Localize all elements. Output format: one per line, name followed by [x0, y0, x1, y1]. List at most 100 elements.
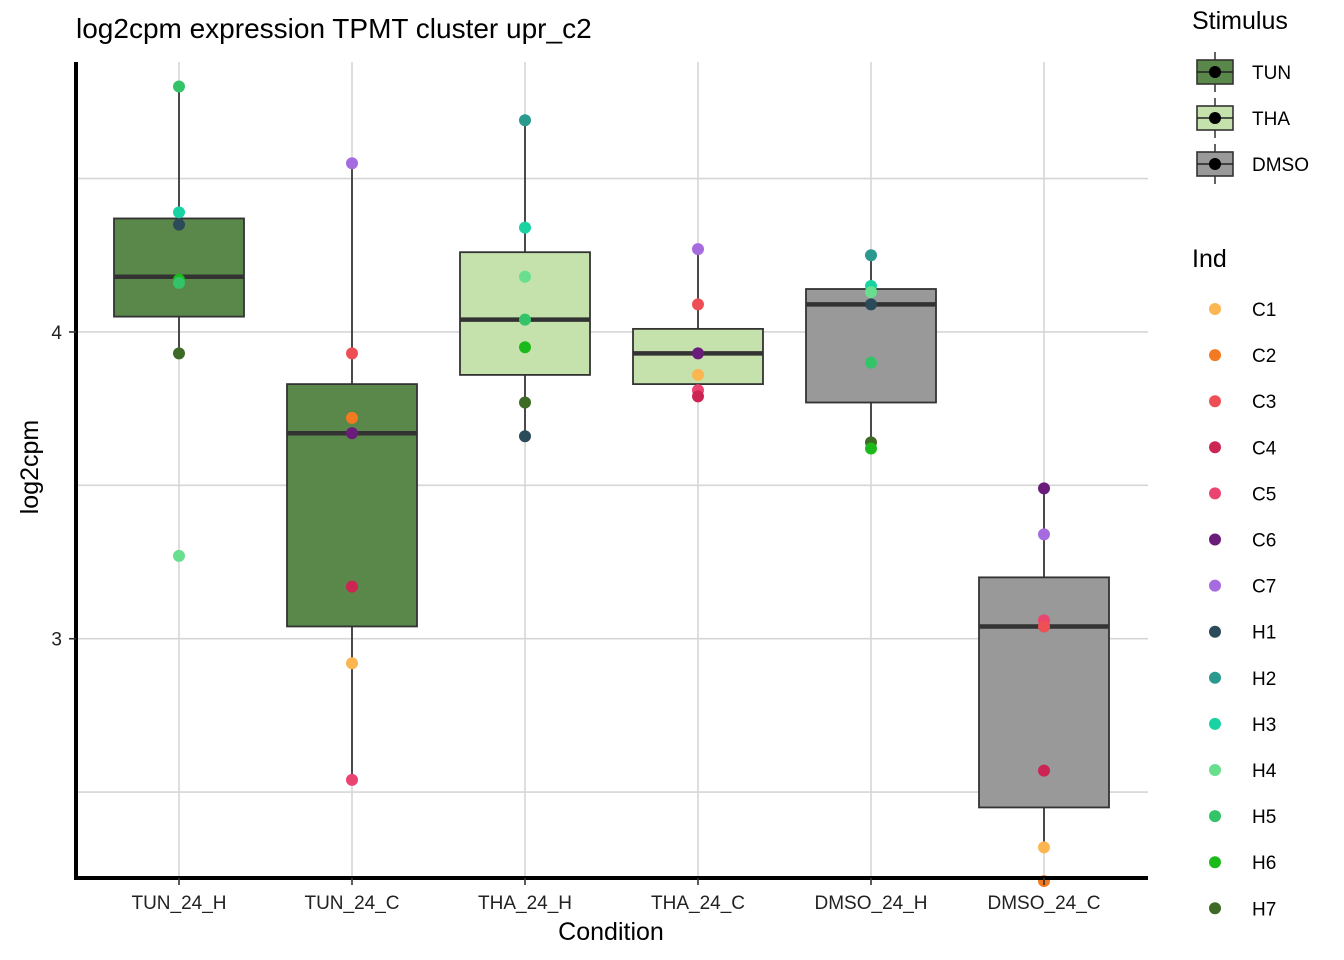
legend-ind-dot: [1209, 303, 1221, 315]
legend-stimulus-title: Stimulus: [1192, 7, 1288, 35]
point-h3: [173, 206, 185, 219]
legend-stimulus-item: DMSO: [1196, 144, 1309, 184]
legend-ind-dot: [1209, 810, 1221, 823]
legend-ind-item: C4: [1209, 438, 1277, 459]
point-h1: [865, 298, 877, 311]
points-layer: [173, 80, 1050, 888]
point-c5: [346, 773, 358, 786]
legend-ind-dot: [1209, 395, 1221, 408]
point-h4: [173, 549, 185, 562]
box-body: [113, 217, 245, 318]
legend-ind-label: H6: [1252, 853, 1276, 874]
legend-ind-item: H5: [1209, 807, 1276, 828]
legend-ind-dot: [1209, 533, 1221, 546]
legend-ind-label: C5: [1252, 484, 1276, 505]
point-c6: [346, 427, 358, 440]
x-tick-label: DMSO_24_H: [815, 893, 928, 914]
point-c1: [346, 657, 358, 670]
legend-ind-item: H7: [1209, 899, 1276, 920]
legend-ind-item: C1: [1209, 300, 1276, 321]
x-tick-label: DMSO_24_C: [988, 893, 1101, 914]
legend-ind-dot: [1209, 349, 1221, 362]
legend-ind-label: C2: [1252, 346, 1276, 367]
point-h4: [865, 286, 877, 299]
chart-title: log2cpm expression TPMT cluster upr_c2: [76, 13, 592, 44]
point-h6: [519, 341, 531, 354]
legend-ind-dot: [1209, 625, 1221, 638]
y-ticks: 34: [51, 323, 76, 651]
legend-ind-dot: [1209, 487, 1221, 500]
legend-ind-dot: [1209, 856, 1221, 869]
point-c4: [346, 580, 358, 593]
point-c1: [1038, 841, 1050, 854]
point-c7: [346, 157, 358, 170]
point-c3: [692, 298, 704, 311]
legend-stimulus-label: THA: [1252, 109, 1290, 130]
legend-ind-item: H2: [1209, 669, 1276, 690]
legend-stimulus-label: TUN: [1252, 63, 1291, 84]
point-h4: [519, 270, 531, 283]
legend-ind-label: C3: [1252, 392, 1276, 413]
legend-ind-label: C6: [1252, 531, 1276, 552]
point-c4: [692, 390, 704, 403]
point-c2: [346, 411, 358, 424]
point-h3: [519, 221, 531, 234]
axes: [74, 62, 1148, 880]
legend-ind-title: Ind: [1192, 245, 1227, 273]
point-h6: [865, 442, 877, 455]
point-h5: [173, 80, 185, 93]
point-h1: [173, 218, 185, 231]
x-tick-label: TUN_24_H: [131, 893, 226, 914]
x-tick-label: THA_24_C: [651, 893, 745, 914]
legend-ind-label: H7: [1252, 899, 1276, 920]
box-body: [286, 383, 418, 628]
legend-ind-item: C2: [1209, 346, 1276, 367]
legend-stimulus-item: TUN: [1196, 52, 1291, 92]
legend-ind-item: H3: [1209, 715, 1276, 736]
point-h2: [865, 249, 877, 262]
point-h5: [865, 356, 877, 369]
point-c7: [1038, 528, 1050, 541]
legend-ind-dot: [1209, 902, 1221, 915]
legend-ind-dot: [1209, 441, 1221, 454]
legend-ind-label: H5: [1252, 807, 1276, 828]
point-h1: [519, 430, 531, 443]
legend-ind-item: H6: [1209, 853, 1276, 874]
legend-ind-dot: [1209, 579, 1221, 592]
x-ticks: TUN_24_H TUN_24_C THA_24_H THA_24_C DMSO_24_…: [131, 878, 1101, 914]
box-body: [459, 251, 591, 376]
legend-ind-dot: [1209, 717, 1221, 730]
x-tick-label: TUN_24_C: [304, 893, 399, 914]
point-c1: [692, 368, 704, 381]
legend-key-dot: [1209, 66, 1221, 78]
box-dmso-24-c: [978, 488, 1110, 848]
legend-ind-label: H3: [1252, 715, 1276, 736]
legend-ind-label: H4: [1252, 761, 1277, 782]
legend-ind-item: C5: [1209, 484, 1276, 505]
legend-ind-label: H2: [1252, 669, 1276, 690]
x-axis-title: Condition: [558, 918, 664, 946]
legend-ind-item: C3: [1209, 392, 1276, 413]
legend-ind-label: C1: [1252, 300, 1276, 321]
box-tun-24-h: [113, 86, 245, 354]
point-c6: [1038, 482, 1050, 495]
point-h2: [519, 114, 531, 127]
legend-stimulus: Stimulus TUN THA DMSO: [1192, 7, 1309, 184]
point-c3: [1038, 620, 1050, 633]
legend-ind: Ind C1 C2 C3 C4 C5 C6 C7 H1 H2 H3 H4 H5 H6 H7: [1192, 245, 1277, 920]
point-h7: [173, 347, 185, 360]
y-tick-label: 4: [51, 323, 62, 344]
legend-ind-item: H4: [1209, 761, 1277, 782]
legend-ind-dot: [1209, 671, 1221, 684]
point-h7: [519, 396, 531, 409]
x-tick-label: THA_24_H: [478, 893, 572, 914]
point-c4: [1038, 764, 1050, 777]
legend-key-dot: [1209, 112, 1221, 124]
point-c6: [692, 347, 704, 360]
y-tick-label: 3: [51, 630, 62, 651]
legend-stimulus-label: DMSO: [1252, 155, 1309, 176]
legend-stimulus-item: THA: [1196, 98, 1290, 138]
legend-ind-item: C6: [1209, 531, 1276, 552]
box-tun-24-c: [286, 163, 418, 780]
